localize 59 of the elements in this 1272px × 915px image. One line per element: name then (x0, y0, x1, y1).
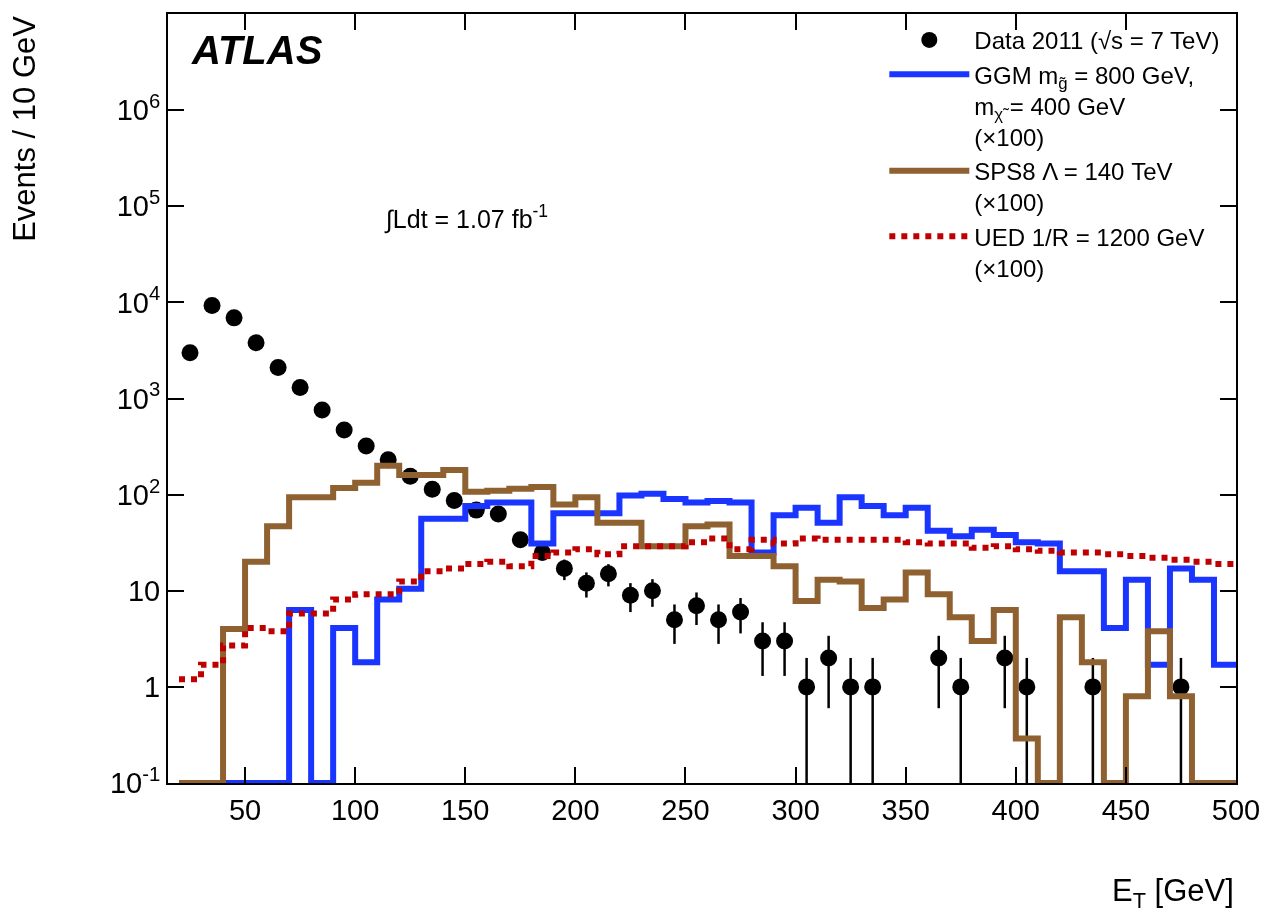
point (1018, 678, 1036, 696)
point (754, 632, 772, 650)
point (1084, 678, 1102, 696)
y-tick-label: 10$^{-1}$ (109, 762, 161, 800)
y-tick-label: 10$^{6}$ (116, 90, 161, 127)
y-tick-label: 10$^{2}$ (116, 474, 161, 511)
point (489, 505, 507, 523)
y-tick-label: 10$^{3}$ (116, 378, 161, 415)
text: GGM m$_{g̃}$ = 800 GeV, m$_{χ̃}$ = 400 GeV (×100) (974, 61, 1195, 151)
point (621, 586, 639, 604)
point (798, 678, 816, 696)
x-tick-label: 450 (1101, 793, 1151, 826)
point (665, 611, 683, 629)
point (511, 531, 529, 549)
point (996, 649, 1014, 667)
y-tick-label: 10 (127, 574, 161, 607)
point (930, 649, 948, 667)
y-tick-label: 10$^{4}$ (116, 282, 161, 319)
point (181, 344, 199, 362)
point (842, 678, 860, 696)
point (269, 359, 287, 377)
point (247, 334, 265, 352)
point (357, 437, 375, 455)
point (577, 574, 595, 592)
point (776, 632, 794, 650)
point (710, 611, 728, 629)
point (688, 597, 705, 615)
legend-label: SPS8 Λ = 140 TeV (×100) (974, 158, 1173, 217)
x-tick-label: 50 (228, 793, 262, 826)
x-tick-label: 200 (551, 793, 600, 826)
legend-label: Data 2011 (√s = 7 TeV) (974, 27, 1220, 55)
point (599, 565, 617, 583)
point (225, 309, 243, 327)
point (423, 480, 441, 498)
point (445, 491, 463, 509)
x-tick-label: 250 (661, 793, 710, 826)
x-tick-label: 100 (330, 793, 380, 826)
y-axis-title: Events / 10 GeV (6, 15, 42, 242)
point (203, 296, 221, 314)
point (291, 379, 309, 397)
point (952, 678, 970, 696)
point (864, 678, 882, 696)
x-axis-title: E$_{T}$ [GeV] (1112, 873, 1234, 913)
x-tick-label: 150 (441, 793, 490, 826)
x-tick-label: 350 (881, 793, 930, 826)
annotation: ∫Ldt = 1.07 fb$^{-1}$ (384, 201, 549, 234)
annotation: ATLAS (191, 28, 323, 72)
point (820, 649, 838, 667)
y-tick-label: 1 (144, 671, 161, 704)
x-tick-label: 300 (771, 793, 820, 826)
point (335, 421, 353, 439)
point (643, 582, 661, 600)
point (555, 560, 573, 578)
y-tick-label: 10$^{5}$ (116, 186, 161, 223)
point (732, 603, 750, 621)
x-tick-label: 500 (1211, 793, 1261, 826)
legend-label: UED 1/R = 1200 GeV (×100) (974, 223, 1205, 282)
point (313, 401, 331, 419)
x-tick-label: 400 (991, 793, 1040, 826)
